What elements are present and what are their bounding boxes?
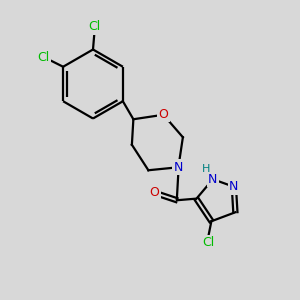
Text: N: N: [174, 161, 183, 174]
Text: H: H: [202, 164, 211, 174]
Text: O: O: [158, 108, 168, 121]
Text: N: N: [229, 180, 239, 193]
Text: O: O: [149, 186, 159, 199]
Text: Cl: Cl: [88, 20, 101, 34]
Text: N: N: [208, 173, 218, 186]
Text: Cl: Cl: [202, 236, 214, 249]
Text: Cl: Cl: [38, 51, 50, 64]
